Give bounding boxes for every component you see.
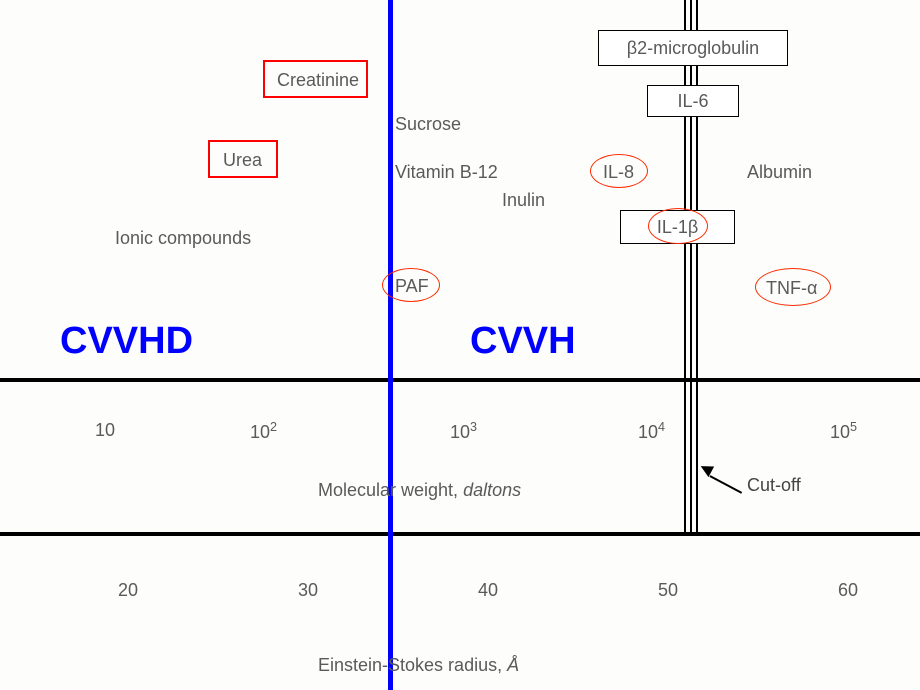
urea-label: Urea	[223, 150, 262, 171]
il8-label: IL-8	[603, 162, 634, 183]
vitamin-b12-label: Vitamin B-12	[395, 162, 498, 183]
radius-tick-20: 20	[118, 580, 138, 601]
il6-box: IL-6	[647, 85, 739, 117]
cvvhd-label: CVVHD	[60, 320, 193, 363]
radius-tick-40: 40	[478, 580, 498, 601]
cutoff-arrow	[700, 463, 748, 487]
axis-line-bottom	[0, 532, 920, 536]
mw-tick-1e2: 102	[250, 420, 277, 443]
b2-microglobulin-box: β2-microglobulin	[598, 30, 788, 66]
mw-axis-label: Molecular weight, daltons	[318, 480, 521, 501]
tnfa-label: TNF-α	[766, 278, 817, 299]
cutoff-line	[684, 0, 702, 532]
inulin-label: Inulin	[502, 190, 545, 211]
radius-tick-60: 60	[838, 580, 858, 601]
mw-tick-1e3: 103	[450, 420, 477, 443]
cvvhd-cvvh-divider	[388, 0, 393, 690]
diagram-canvas: CVVHD CVVH Creatinine Urea β2-microglobu…	[0, 0, 920, 690]
creatinine-label: Creatinine	[277, 70, 359, 91]
radius-tick-50: 50	[658, 580, 678, 601]
mw-tick-1e4: 104	[638, 420, 665, 443]
radius-axis-label: Einstein-Stokes radius, Å	[318, 655, 519, 676]
mw-tick-1e5: 105	[830, 420, 857, 443]
paf-label: PAF	[395, 276, 429, 297]
albumin-label: Albumin	[747, 162, 812, 183]
cutoff-label: Cut-off	[747, 475, 801, 496]
mw-tick-10: 10	[95, 420, 115, 441]
ionic-compounds-label: Ionic compounds	[115, 228, 251, 249]
cvvh-label: CVVH	[470, 320, 576, 363]
radius-tick-30: 30	[298, 580, 318, 601]
il1b-ellipse-overlay	[648, 208, 708, 244]
sucrose-label: Sucrose	[395, 114, 461, 135]
axis-line-top	[0, 378, 920, 382]
